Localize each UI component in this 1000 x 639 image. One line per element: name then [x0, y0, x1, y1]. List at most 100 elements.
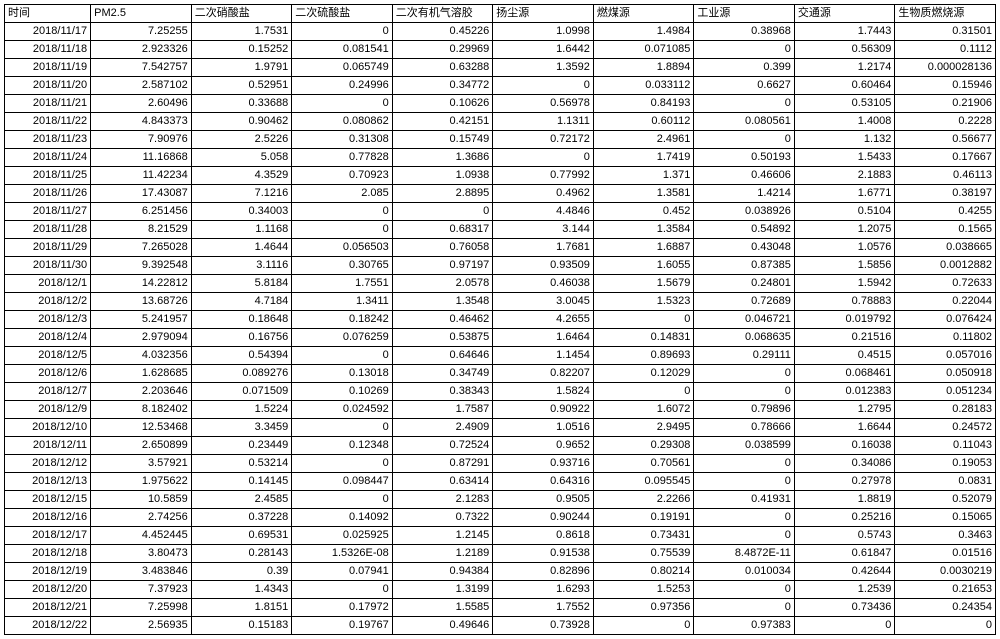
value-cell: 0 [694, 455, 795, 473]
value-cell: 2.923326 [91, 41, 192, 59]
value-cell: 0.0030219 [895, 563, 996, 581]
value-cell: 0 [292, 221, 393, 239]
value-cell: 2.60496 [91, 95, 192, 113]
date-cell: 2018/11/30 [5, 257, 91, 275]
value-cell: 0.84193 [593, 95, 694, 113]
value-cell: 0 [895, 617, 996, 635]
value-cell: 0.019792 [794, 311, 895, 329]
table-row: 2018/11/276.2514560.34003004.48460.4520.… [5, 203, 996, 221]
value-cell: 1.6442 [493, 41, 594, 59]
value-cell: 4.843373 [91, 113, 192, 131]
table-row: 2018/12/1510.58592.458502.12830.95052.22… [5, 491, 996, 509]
value-cell: 4.452445 [91, 527, 192, 545]
col-header-7: 工业源 [694, 5, 795, 23]
value-cell: 3.1116 [191, 257, 292, 275]
date-cell: 2018/11/22 [5, 113, 91, 131]
value-cell: 0.0012882 [895, 257, 996, 275]
value-cell: 0.098447 [292, 473, 393, 491]
value-cell: 1.0516 [493, 419, 594, 437]
data-table: 时间PM2.5二次硝酸盐二次硫酸盐二次有机气溶胶扬尘源燃煤源工业源交通源生物质燃… [4, 4, 996, 635]
value-cell: 1.6771 [794, 185, 895, 203]
value-cell: 0.9505 [493, 491, 594, 509]
value-cell: 0 [493, 149, 594, 167]
value-cell: 0.43048 [694, 239, 795, 257]
value-cell: 0.64646 [392, 347, 493, 365]
value-cell: 2.0578 [392, 275, 493, 293]
table-row: 2018/12/112.6508990.234490.123480.725240… [5, 437, 996, 455]
value-cell: 4.2655 [493, 311, 594, 329]
value-cell: 0.93509 [493, 257, 594, 275]
value-cell: 10.5859 [91, 491, 192, 509]
value-cell: 0.8618 [493, 527, 594, 545]
value-cell: 0.93716 [493, 455, 594, 473]
value-cell: 0.34772 [392, 77, 493, 95]
value-cell: 1.2795 [794, 401, 895, 419]
value-cell: 3.144 [493, 221, 594, 239]
value-cell: 1.3548 [392, 293, 493, 311]
value-cell: 0.46113 [895, 167, 996, 185]
value-cell: 0.34003 [191, 203, 292, 221]
value-cell: 0.19053 [895, 455, 996, 473]
value-cell: 7.1216 [191, 185, 292, 203]
date-cell: 2018/12/4 [5, 329, 91, 347]
value-cell: 1.7551 [292, 275, 393, 293]
col-header-0: 时间 [5, 5, 91, 23]
value-cell: 0 [694, 509, 795, 527]
value-cell: 1.8894 [593, 59, 694, 77]
value-cell: 0 [292, 581, 393, 599]
value-cell: 0.50193 [694, 149, 795, 167]
value-cell: 0.6627 [694, 77, 795, 95]
value-cell: 1.5679 [593, 275, 694, 293]
value-cell: 0 [292, 491, 393, 509]
table-row: 2018/12/1012.534683.345902.49091.05162.9… [5, 419, 996, 437]
value-cell: 0 [694, 599, 795, 617]
value-cell: 0.13018 [292, 365, 393, 383]
value-cell: 0.25216 [794, 509, 895, 527]
value-cell: 0.000028136 [895, 59, 996, 77]
value-cell: 7.25255 [91, 23, 192, 41]
value-cell: 0.60464 [794, 77, 895, 95]
value-cell: 0.071509 [191, 383, 292, 401]
table-row: 2018/11/237.909762.52260.313080.157490.7… [5, 131, 996, 149]
date-cell: 2018/12/1 [5, 275, 91, 293]
value-cell: 1.1168 [191, 221, 292, 239]
value-cell: 1.3584 [593, 221, 694, 239]
value-cell: 0.56677 [895, 131, 996, 149]
value-cell: 0.010034 [694, 563, 795, 581]
value-cell: 0 [292, 95, 393, 113]
table-body: 2018/11/177.252551.753100.452261.09981.4… [5, 23, 996, 635]
value-cell: 0.54892 [694, 221, 795, 239]
value-cell: 1.5253 [593, 581, 694, 599]
value-cell: 0.94384 [392, 563, 493, 581]
value-cell: 0.42644 [794, 563, 895, 581]
value-cell: 0.38343 [392, 383, 493, 401]
value-cell: 1.5824 [493, 383, 594, 401]
table-row: 2018/11/224.8433730.904620.0808620.42151… [5, 113, 996, 131]
value-cell: 0.90462 [191, 113, 292, 131]
value-cell: 0.12348 [292, 437, 393, 455]
value-cell: 0 [694, 41, 795, 59]
date-cell: 2018/12/3 [5, 311, 91, 329]
value-cell: 0.73431 [593, 527, 694, 545]
value-cell: 0 [593, 383, 694, 401]
value-cell: 0.54394 [191, 347, 292, 365]
date-cell: 2018/11/28 [5, 221, 91, 239]
value-cell: 0.80214 [593, 563, 694, 581]
value-cell: 1.5585 [392, 599, 493, 617]
value-cell: 1.5433 [794, 149, 895, 167]
value-cell: 0 [694, 581, 795, 599]
table-row: 2018/12/183.804730.281431.5326E-081.2189… [5, 545, 996, 563]
value-cell: 0.52079 [895, 491, 996, 509]
value-cell: 4.7184 [191, 293, 292, 311]
date-cell: 2018/11/20 [5, 77, 91, 95]
table-row: 2018/12/222.569350.151830.197670.496460.… [5, 617, 996, 635]
value-cell: 0.4255 [895, 203, 996, 221]
value-cell: 1.6072 [593, 401, 694, 419]
value-cell: 5.058 [191, 149, 292, 167]
value-cell: 0.16038 [794, 437, 895, 455]
value-cell: 0.095545 [593, 473, 694, 491]
date-cell: 2018/12/10 [5, 419, 91, 437]
table-row: 2018/11/202.5871020.529510.249960.347720… [5, 77, 996, 95]
value-cell: 1.4008 [794, 113, 895, 131]
value-cell: 0.49646 [392, 617, 493, 635]
